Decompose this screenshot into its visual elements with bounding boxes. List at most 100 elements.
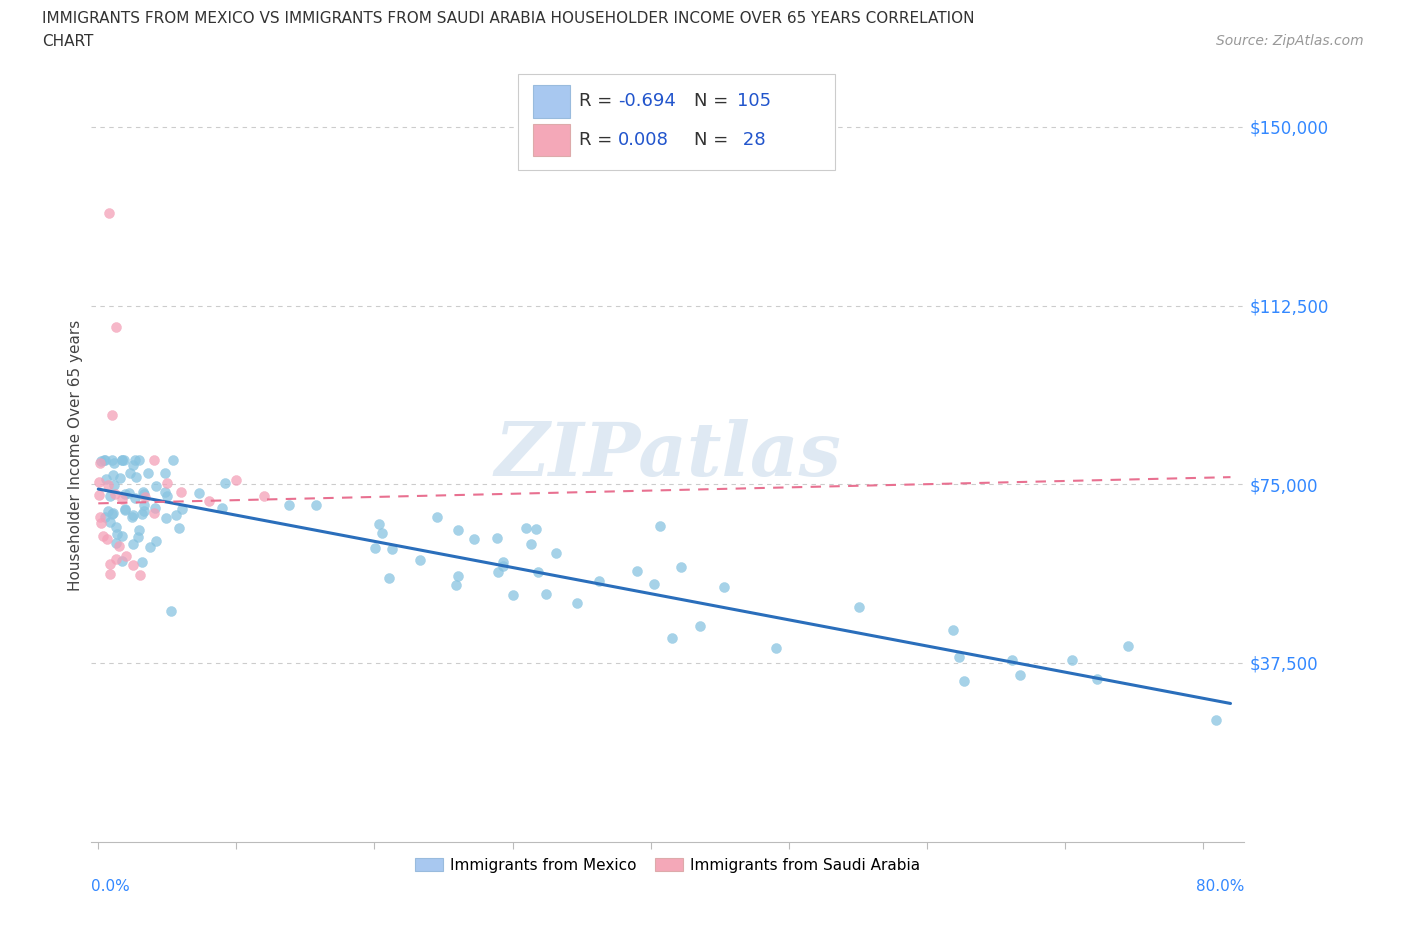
Point xyxy=(98,515,121,530)
Point xyxy=(111,553,134,568)
Point xyxy=(515,520,537,535)
Point xyxy=(253,488,276,503)
Point xyxy=(486,565,509,579)
Point xyxy=(305,498,328,513)
Point xyxy=(544,546,567,561)
Point xyxy=(118,466,141,481)
Point xyxy=(131,555,153,570)
Point xyxy=(225,472,247,487)
Legend: Immigrants from Mexico, Immigrants from Saudi Arabia: Immigrants from Mexico, Immigrants from … xyxy=(409,852,927,879)
Point xyxy=(1060,653,1083,668)
Point xyxy=(122,536,145,551)
Point xyxy=(156,475,179,490)
Point xyxy=(643,577,665,591)
Point xyxy=(98,557,121,572)
Point xyxy=(132,486,155,501)
Point xyxy=(90,454,112,469)
Text: 80.0%: 80.0% xyxy=(1197,879,1244,894)
Point xyxy=(170,501,193,516)
Point xyxy=(110,471,132,485)
Point xyxy=(648,518,671,533)
Point xyxy=(101,453,124,468)
Point xyxy=(526,565,548,579)
Text: 0.0%: 0.0% xyxy=(91,879,131,894)
Point xyxy=(105,519,128,534)
Point xyxy=(409,553,432,568)
Point xyxy=(132,498,155,512)
Text: 105: 105 xyxy=(737,92,770,111)
Point xyxy=(142,453,165,468)
Point xyxy=(669,560,692,575)
Point xyxy=(463,532,485,547)
Point xyxy=(145,534,167,549)
Point xyxy=(197,494,219,509)
Point xyxy=(122,508,145,523)
Point xyxy=(848,600,870,615)
Point xyxy=(101,468,124,483)
Point xyxy=(105,526,128,541)
Point xyxy=(187,485,209,500)
Point xyxy=(96,532,118,547)
Point xyxy=(371,525,394,540)
Point xyxy=(447,568,470,583)
Point xyxy=(121,510,143,525)
Point xyxy=(93,453,115,468)
Point xyxy=(378,570,401,585)
Text: 0.008: 0.008 xyxy=(619,131,669,149)
Point xyxy=(114,502,136,517)
Point xyxy=(98,489,121,504)
Point xyxy=(111,453,134,468)
Point xyxy=(131,507,153,522)
Point xyxy=(121,558,143,573)
Point xyxy=(444,578,467,592)
Point xyxy=(948,650,970,665)
Point xyxy=(98,566,121,581)
Point xyxy=(104,487,127,502)
Point xyxy=(491,559,513,574)
FancyBboxPatch shape xyxy=(533,86,569,117)
Point xyxy=(145,479,167,494)
Y-axis label: Householder Income Over 65 years: Householder Income Over 65 years xyxy=(67,320,83,591)
Point xyxy=(128,567,150,582)
Text: R =: R = xyxy=(579,92,619,111)
Point xyxy=(139,539,162,554)
Point xyxy=(1205,712,1227,727)
Point xyxy=(127,529,149,544)
Point xyxy=(111,491,134,506)
Point xyxy=(953,673,976,688)
Point xyxy=(89,510,111,525)
Point xyxy=(134,489,156,504)
Point xyxy=(128,453,150,468)
Point xyxy=(278,498,301,512)
Point xyxy=(626,564,648,578)
FancyBboxPatch shape xyxy=(533,124,569,156)
Point xyxy=(364,541,387,556)
Point xyxy=(661,631,683,646)
Point xyxy=(87,474,110,489)
Point xyxy=(502,588,524,603)
Point xyxy=(143,501,166,516)
Point xyxy=(103,478,125,493)
Point xyxy=(142,506,165,521)
FancyBboxPatch shape xyxy=(517,73,835,170)
Text: Source: ZipAtlas.com: Source: ZipAtlas.com xyxy=(1216,34,1364,48)
Point xyxy=(381,541,404,556)
Point xyxy=(425,509,447,524)
Point xyxy=(169,521,191,536)
Point xyxy=(153,466,176,481)
Point xyxy=(122,458,145,472)
Point xyxy=(524,521,547,536)
Point xyxy=(132,485,155,500)
Point xyxy=(97,478,120,493)
Point xyxy=(97,503,120,518)
Point xyxy=(942,623,965,638)
Point xyxy=(153,485,176,499)
Point xyxy=(114,501,136,516)
Point xyxy=(155,511,177,525)
Point xyxy=(90,515,112,530)
Point xyxy=(166,508,188,523)
Text: CHART: CHART xyxy=(42,34,94,49)
Point xyxy=(567,596,589,611)
Point xyxy=(136,465,159,480)
Point xyxy=(214,476,236,491)
